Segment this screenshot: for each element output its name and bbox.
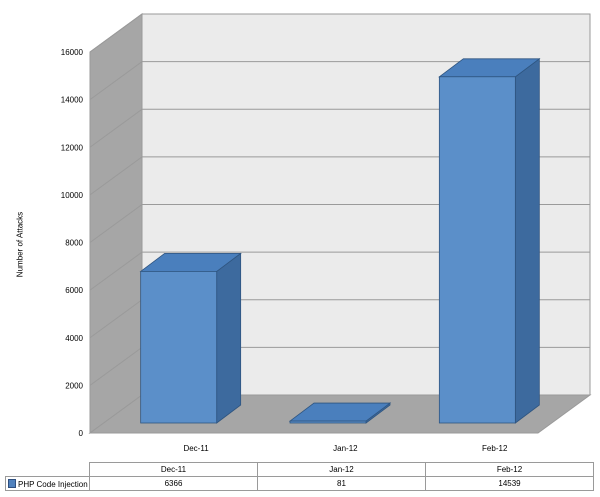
bar-front [438, 76, 516, 424]
gridline-side [89, 108, 143, 148]
gridline-side [89, 156, 143, 196]
gridline-side [89, 61, 143, 101]
data-table-header-row: Dec-11 Jan-12 Feb-12 [6, 462, 594, 477]
data-table-cell: 81 [257, 476, 426, 491]
y-tick-label: 2000 [65, 381, 83, 390]
y-axis: 0 2000 4000 6000 8000 10000 12000 14000 16000 [61, 48, 84, 438]
y-tick-label: 8000 [65, 239, 83, 248]
data-table: Dec-11 Jan-12 Feb-12 PHP Code Injection … [5, 462, 594, 491]
x-axis: Dec-11 Jan-12 Feb-12 [183, 444, 507, 453]
bar-chart: 0 2000 4000 6000 8000 10000 12000 14000 16000 De… [61, 13, 592, 453]
gridline-side [89, 204, 143, 243]
gridline-side [89, 251, 143, 291]
gridline-side [89, 13, 143, 53]
bar-front [140, 271, 218, 424]
bar [438, 57, 541, 424]
y-tick-label: 12000 [61, 143, 84, 152]
data-table-header: Jan-12 [257, 462, 426, 477]
data-table-row-label: PHP Code Injection [5, 476, 90, 491]
y-tick-label: 6000 [65, 286, 83, 295]
legend-key-icon [8, 478, 16, 488]
bar-side [514, 57, 540, 424]
data-table-cell: 14539 [425, 476, 594, 491]
bar [139, 252, 242, 424]
y-axis-title: Number of Attacks [15, 211, 25, 278]
bar [288, 402, 392, 424]
bars [139, 57, 541, 424]
data-table-header: Feb-12 [425, 462, 594, 477]
bar-side [216, 252, 242, 424]
x-tick-label: Feb-12 [482, 444, 508, 453]
gridline-side [89, 346, 143, 386]
y-tick-label: 10000 [61, 191, 84, 200]
gridline-side [89, 299, 143, 339]
y-tick-label: 14000 [61, 96, 84, 105]
bar-front [289, 420, 367, 424]
y-tick-label: 0 [79, 429, 84, 438]
x-tick-label: Dec-11 [183, 444, 209, 453]
series-name: PHP Code Injection [18, 479, 88, 489]
y-tick-label: 4000 [65, 334, 83, 343]
data-table-row: PHP Code Injection 6366 81 14539 [5, 476, 594, 491]
data-table-header: Dec-11 [89, 462, 258, 477]
data-table-cell: 6366 [89, 476, 258, 491]
y-tick-label: 16000 [61, 48, 84, 57]
x-tick-label: Jan-12 [333, 444, 358, 453]
